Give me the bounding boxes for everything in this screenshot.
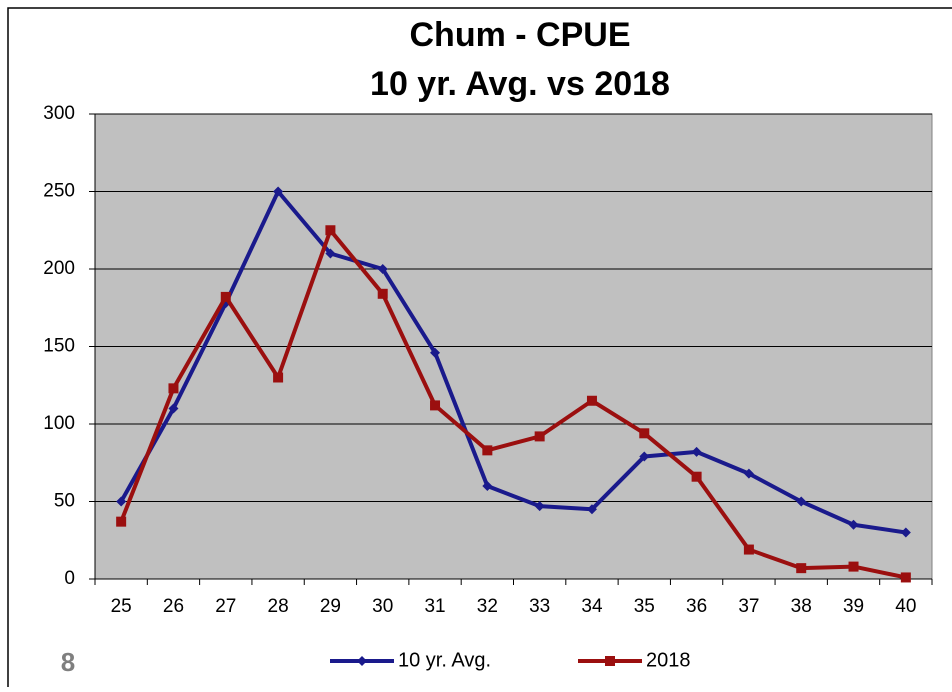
marker (848, 561, 859, 572)
x-tick-label: 29 (320, 596, 341, 617)
x-tick-label: 25 (111, 596, 132, 617)
marker (430, 400, 441, 411)
marker (586, 395, 597, 406)
x-tick-label: 31 (424, 596, 445, 617)
series-line (119, 228, 907, 580)
marker (325, 248, 336, 259)
frame (7, 7, 952, 687)
x-tick-label: 34 (581, 596, 603, 617)
marker (900, 527, 911, 538)
x-tick-label: 26 (163, 596, 184, 617)
marker (900, 572, 911, 583)
marker (534, 501, 545, 512)
marker (639, 428, 650, 439)
y-tick-label: 250 (43, 181, 75, 202)
marker (273, 186, 284, 197)
y-tick-label: 100 (43, 413, 75, 434)
marker (796, 563, 807, 574)
marker (534, 431, 545, 442)
marker (848, 519, 859, 530)
marker (168, 403, 179, 414)
marker (377, 288, 388, 299)
legend-label: 10 yr. Avg. (398, 649, 491, 671)
marker (220, 291, 231, 302)
marker (430, 347, 441, 358)
marker (691, 446, 702, 457)
marker (116, 496, 127, 507)
marker (273, 372, 284, 383)
x-tick-label: 35 (634, 596, 655, 617)
marker (168, 383, 179, 394)
x-tick-label: 33 (529, 596, 550, 617)
x-tick-label: 38 (791, 596, 812, 617)
x-tick-label: 27 (215, 596, 236, 617)
marker (796, 496, 807, 507)
x-tick-label: 37 (738, 596, 759, 617)
y-tick-label: 50 (54, 491, 75, 512)
y-tick-label: 0 (64, 568, 75, 589)
y-tick-label: 300 (43, 103, 75, 124)
x-tick-label: 32 (477, 596, 498, 617)
marker (639, 451, 650, 462)
marker (482, 481, 493, 491)
marker (116, 516, 127, 527)
marker (586, 504, 597, 515)
marker (743, 544, 754, 555)
marker (325, 225, 336, 236)
x-tick-label: 39 (843, 596, 864, 617)
x-tick-label: 30 (372, 596, 393, 617)
marker (482, 445, 493, 456)
y-tick-label: 200 (43, 258, 75, 279)
series-line (119, 189, 907, 535)
x-tick-label: 40 (895, 596, 916, 617)
legend-label: 2018 (646, 649, 691, 671)
marker (743, 468, 754, 479)
legend-marker (605, 656, 615, 666)
chart-title: Chum - CPUE (410, 16, 631, 54)
legend-marker (357, 656, 367, 666)
marker (377, 264, 388, 274)
x-tick-label: 28 (268, 596, 289, 617)
y-tick-label: 150 (43, 336, 75, 357)
marker (691, 471, 702, 482)
chart-subtitle: 10 yr. Avg. vs 2018 (370, 65, 670, 103)
page-number: 8 (61, 647, 75, 677)
x-tick-label: 36 (686, 596, 707, 617)
